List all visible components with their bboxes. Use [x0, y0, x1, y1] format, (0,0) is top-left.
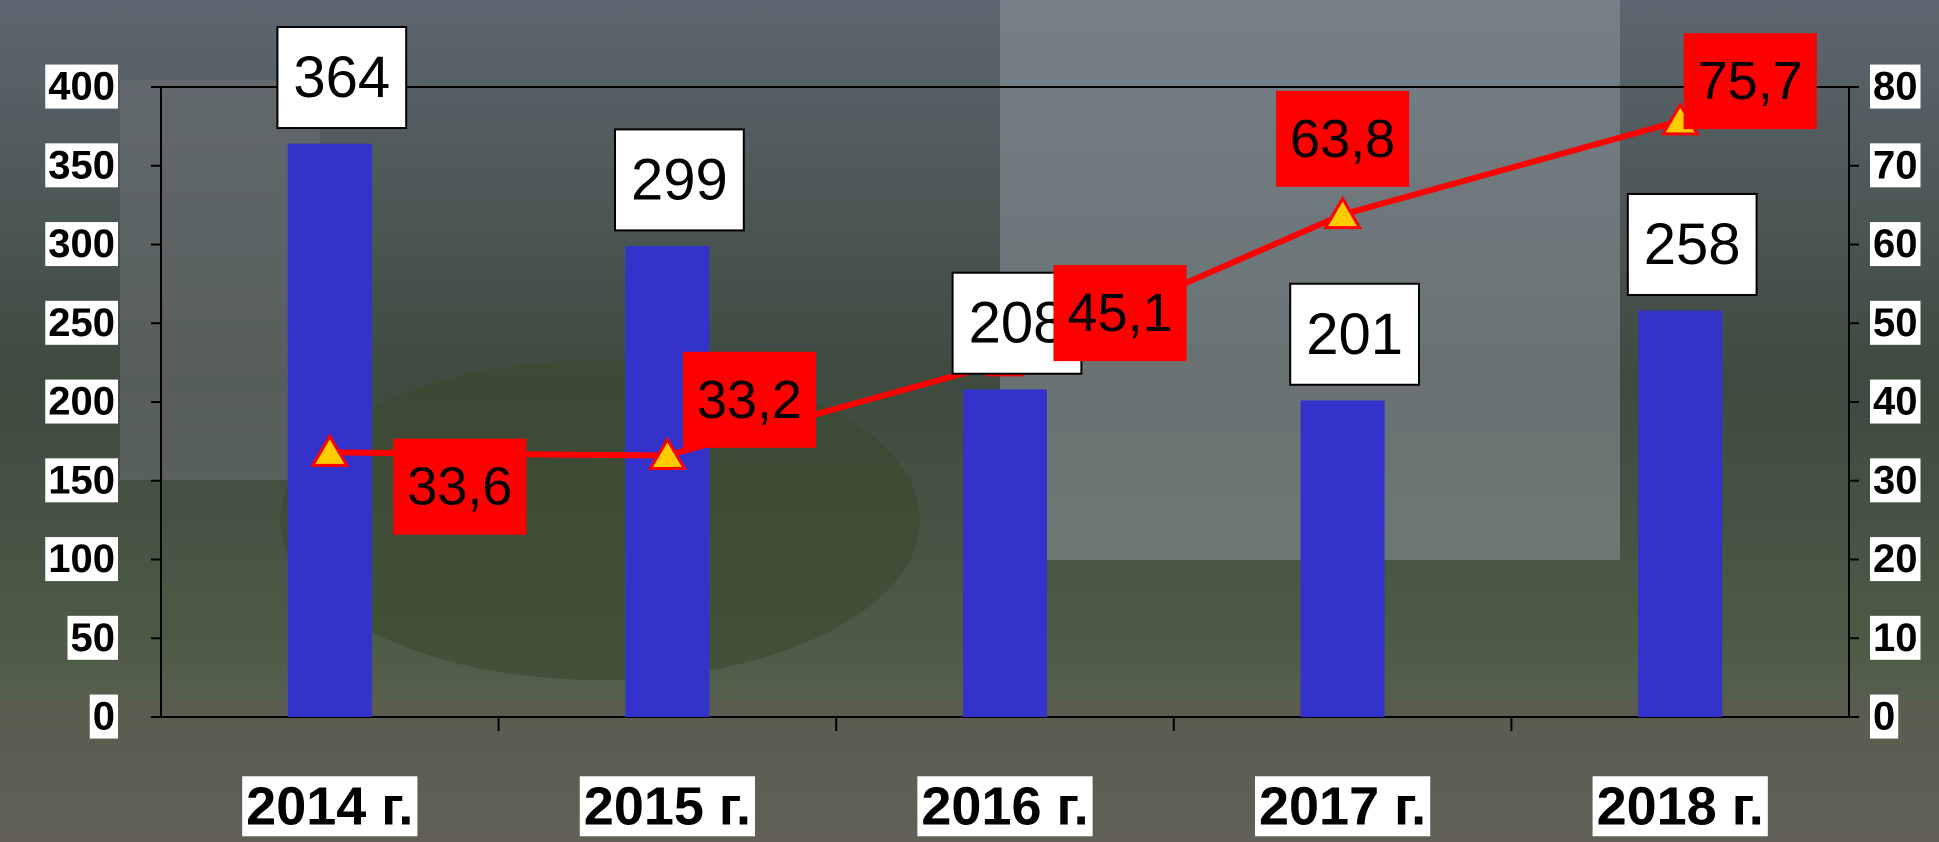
y2-tick-label-group: 60 — [1870, 222, 1921, 266]
bar — [288, 144, 372, 717]
bar — [1301, 400, 1385, 717]
line-value-label: 75,7 — [1698, 51, 1803, 111]
y2-tick-label: 20 — [1873, 537, 1918, 581]
y-tick-label: 100 — [48, 537, 115, 581]
tree — [280, 360, 920, 680]
y-tick-label: 50 — [71, 616, 116, 660]
bar-value-label-group: 258 — [1628, 194, 1757, 295]
line-value-label-group: 45,1 — [1053, 265, 1186, 361]
y2-tick-label: 80 — [1873, 65, 1918, 109]
y2-tick-label: 60 — [1873, 222, 1918, 266]
line-value-label: 45,1 — [1067, 283, 1172, 343]
y2-tick-label: 0 — [1873, 695, 1895, 739]
bar-value-label: 299 — [631, 147, 728, 212]
y2-tick-label-group: 0 — [1870, 695, 1898, 739]
y2-tick-label: 70 — [1873, 143, 1918, 187]
x-tick-label-group: 2018 г. — [1593, 776, 1768, 836]
y-tick-label: 0 — [93, 695, 115, 739]
x-tick-label: 2015 г. — [584, 776, 751, 836]
y2-tick-label-group: 30 — [1870, 458, 1921, 502]
y-tick-label-group: 100 — [45, 537, 118, 581]
y2-tick-label-group: 50 — [1870, 301, 1921, 345]
line-value-label: 33,2 — [697, 370, 802, 430]
bar-value-label-group: 299 — [615, 129, 744, 230]
line-value-label-group: 33,6 — [393, 439, 526, 535]
y2-tick-label-group: 20 — [1870, 537, 1921, 581]
y-tick-label: 150 — [48, 458, 115, 502]
bar-value-label: 258 — [1644, 212, 1741, 277]
y-tick-label-group: 150 — [45, 458, 118, 502]
x-tick-label-group: 2015 г. — [580, 776, 755, 836]
y2-tick-label: 40 — [1873, 380, 1918, 424]
y-tick-label: 400 — [48, 65, 115, 109]
chart: 0 50 100 150 200 250 300 350 400 0 10 20 30 40 50 60 70 8… — [0, 0, 1939, 842]
y2-tick-label: 10 — [1873, 616, 1918, 660]
y-tick-label: 300 — [48, 222, 115, 266]
y2-tick-label-group: 70 — [1870, 143, 1921, 187]
x-tick-label-group: 2016 г. — [917, 776, 1092, 836]
x-tick-label: 2016 г. — [921, 776, 1088, 836]
x-tick-label-group: 2017 г. — [1255, 776, 1430, 836]
y-tick-label-group: 50 — [68, 616, 119, 660]
bar — [963, 389, 1047, 717]
y-tick-label-group: 400 — [45, 65, 118, 109]
bar — [1638, 311, 1722, 717]
y-tick-label-group: 350 — [45, 143, 118, 187]
line-value-label: 33,6 — [407, 457, 512, 517]
bar-value-label-group: 364 — [277, 27, 406, 128]
y2-tick-label-group: 10 — [1870, 616, 1921, 660]
line-value-label-group: 75,7 — [1684, 33, 1817, 129]
x-tick-label: 2014 г. — [246, 776, 413, 836]
y2-tick-label-group: 80 — [1870, 65, 1921, 109]
line-value-label-group: 63,8 — [1276, 91, 1409, 187]
y-tick-label-group: 200 — [45, 380, 118, 424]
y2-tick-label-group: 40 — [1870, 380, 1921, 424]
x-tick-label: 2017 г. — [1259, 776, 1426, 836]
line-value-label: 63,8 — [1290, 109, 1395, 169]
y-tick-label-group: 250 — [45, 301, 118, 345]
y2-tick-label: 30 — [1873, 458, 1918, 502]
bar-value-label-group: 201 — [1290, 284, 1419, 385]
x-tick-label-group: 2014 г. — [242, 776, 417, 836]
y-tick-label: 250 — [48, 301, 115, 345]
bar-value-label: 364 — [293, 45, 390, 110]
bar — [625, 246, 709, 717]
line-value-label-group: 33,2 — [683, 352, 816, 448]
y-tick-label-group: 0 — [90, 695, 118, 739]
y-tick-label-group: 300 — [45, 222, 118, 266]
y-tick-label: 200 — [48, 380, 115, 424]
bar-value-label: 201 — [1306, 302, 1403, 367]
bar-value-label: 208 — [969, 291, 1066, 356]
y2-tick-label: 50 — [1873, 301, 1918, 345]
x-tick-label: 2018 г. — [1597, 776, 1764, 836]
y-tick-label: 350 — [48, 143, 115, 187]
